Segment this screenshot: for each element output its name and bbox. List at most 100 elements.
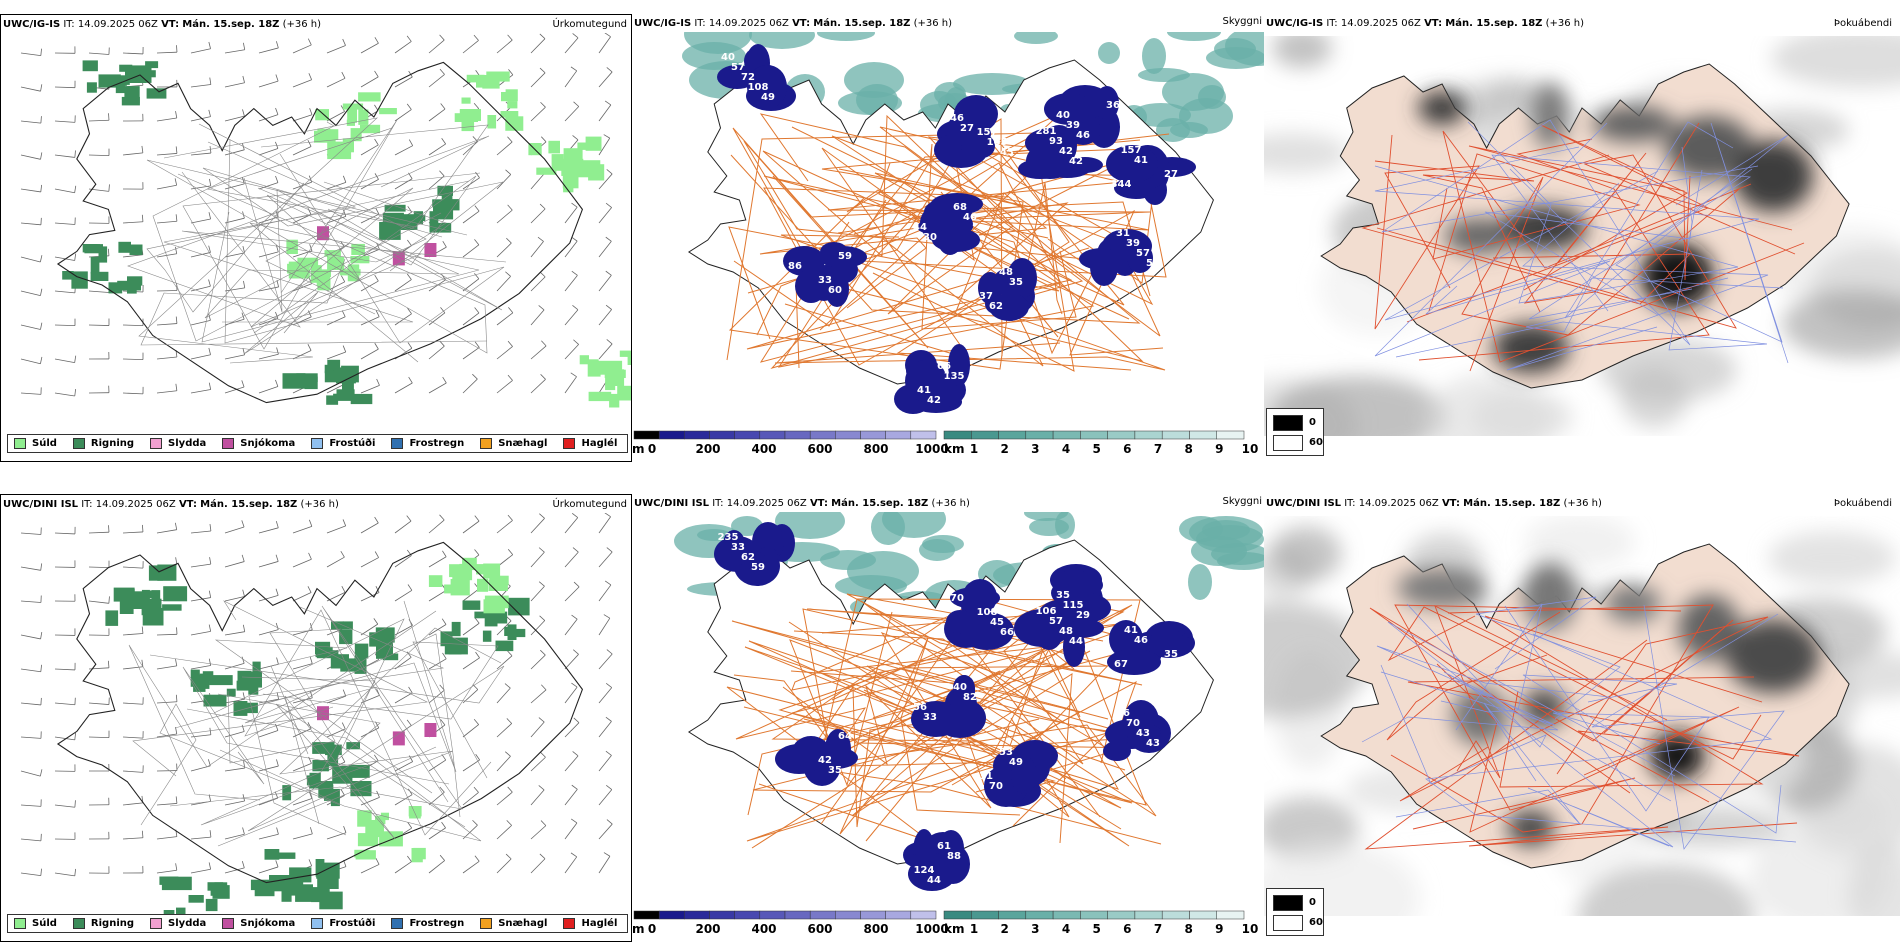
legend-swatch: [480, 438, 493, 449]
fog-indicator-map: [1264, 516, 1900, 916]
legend-item: Frostúði: [311, 918, 375, 929]
cloud-base-value: 35: [1009, 277, 1023, 288]
fog-legend-swatch: [1273, 915, 1303, 931]
colorbar-strips: [633, 430, 1245, 440]
legend-label: Snæhagl: [498, 438, 548, 449]
fog-legend-label: 0: [1309, 417, 1316, 428]
legend-swatch: [480, 918, 493, 929]
cloud-base-value: 48: [999, 267, 1013, 278]
cloud-base-value: 70: [1126, 718, 1140, 729]
colorbar-tick: 200: [695, 442, 721, 456]
legend-item: Slydda: [150, 438, 206, 449]
panel-title: Þokuábendi: [1833, 498, 1892, 509]
cloud-base-value: 49: [1009, 757, 1023, 768]
colorbar-tick: 9: [1215, 922, 1224, 936]
cloud-base-value: 106: [1036, 606, 1057, 617]
legend-label: Súld: [32, 438, 57, 449]
cloud-base-value: 344: [1111, 179, 1132, 190]
precip-panel-row2: UWC/DINI ISL IT: 14.09.2025 06Z VT: Mán.…: [0, 494, 632, 942]
legend-label: Súld: [32, 918, 57, 929]
colorbar-tick: 4: [1061, 442, 1071, 456]
legend-item: Snjókoma: [222, 438, 295, 449]
cloud-base-value: 49: [761, 92, 775, 103]
cloud-panel-row1: UWC/IG-IS IT: 14.09.2025 06Z VT: Mán. 15…: [632, 14, 1264, 462]
cloud-base-value: 35: [1056, 590, 1070, 601]
colorbar-tick: 10: [1241, 922, 1259, 936]
cloud-base-value: 31: [1116, 228, 1130, 239]
colorbar-tick: 400: [751, 442, 777, 456]
cloud-base-value: 40: [1056, 110, 1070, 121]
legend-label: Frostregn: [409, 438, 465, 449]
cloud-base-value: 40: [721, 52, 735, 63]
cloud-base-value: 157: [1121, 145, 1142, 156]
cloud-base-value: 61: [937, 841, 951, 852]
cloud-base-value: 42: [1069, 156, 1083, 167]
precip-legend: Súld Rigning Slydda Snjókoma Frostúði Frostre…: [7, 434, 629, 453]
cloud-colorbars: m 0 200 400 600 800 1000 km 1 2 3 4 5 6 7 8 9 10: [632, 430, 1264, 456]
colorbar-tick: 8: [1184, 442, 1193, 456]
cloud-base-value: 33: [731, 542, 745, 553]
legend-swatch: [14, 438, 26, 449]
cloud-colorbars: m 0 200 400 600 800 1000 km 1 2 3 4 5 6 7 8 9 10: [632, 910, 1264, 936]
legend-label: Haglél: [581, 918, 618, 929]
cloud-base-value: 43: [1000, 147, 1014, 158]
panel-title: Þokuábendi: [1833, 18, 1892, 29]
legend-label: Slydda: [168, 918, 207, 929]
panel-header: UWC/DINI ISL IT: 14.09.2025 06Z VT: Mán.…: [1266, 498, 1602, 509]
fog-indicator-map: [1264, 36, 1900, 436]
cloud-base-value: 31: [979, 771, 993, 782]
cloud-base-value: 27: [1164, 169, 1178, 180]
cloud-base-value: 86: [788, 261, 802, 272]
cloud-base-value: 46: [963, 212, 977, 223]
panel-header: UWC/DINI ISL IT: 14.09.2025 06Z VT: Mán.…: [3, 499, 339, 510]
cloud-base-value: 41: [1124, 625, 1138, 636]
colorbar-tick: 2: [1000, 442, 1009, 456]
cloud-base-value: 105: [987, 137, 1008, 148]
colorbar-tick: 7: [1153, 922, 1163, 936]
cloud-base-value: 70: [950, 593, 964, 604]
cloud-base-value: 46: [1076, 130, 1090, 141]
precip-legend: Súld Rigning Slydda Snjókoma Frostúði Frostre…: [7, 914, 629, 933]
panel-title: Úrkomutegund: [552, 19, 627, 30]
cloud-base-value: 36: [1106, 100, 1120, 111]
legend-label: Frostregn: [409, 918, 465, 929]
colorbar-tick: 1000: [915, 442, 949, 456]
legend-swatch: [150, 918, 163, 929]
legend-item: Haglél: [563, 438, 617, 449]
cloud-base-value: 43: [1146, 738, 1160, 749]
legend-swatch: [222, 438, 235, 449]
cloud-base-value: 53: [999, 747, 1013, 758]
legend-label: Rigning: [90, 438, 135, 449]
colorbar-tick: 600: [807, 442, 833, 456]
cloud-base-value: 30: [923, 232, 937, 243]
fog-legend-label: 60: [1309, 917, 1323, 928]
colorbar-unit: km: [944, 922, 965, 936]
legend-item: Frostregn: [391, 438, 464, 449]
cloud-base-value: 66: [937, 361, 951, 372]
cloud-base-value: 57: [731, 62, 745, 73]
fog-legend: 0 60: [1266, 408, 1324, 456]
cloud-base-value: 35: [1164, 649, 1178, 660]
legend-swatch: [14, 918, 26, 929]
fog-legend-swatch: [1273, 895, 1303, 911]
legend-swatch: [150, 438, 163, 449]
fog-panel-row1: UWC/IG-IS IT: 14.09.2025 06Z VT: Mán. 15…: [1264, 14, 1900, 462]
cloud-base-value: 62: [989, 301, 1003, 312]
cloud-base-value: 115: [1063, 600, 1084, 611]
colorbar-tick: 2: [1000, 922, 1009, 936]
legend-swatch: [72, 438, 85, 449]
fog-legend-label: 60: [1309, 437, 1323, 448]
cloud-base-value: 108: [748, 82, 769, 93]
cloud-base-value: 44: [927, 875, 941, 886]
colorbar-tick: 5: [1092, 922, 1101, 936]
cloud-base-value: 40: [953, 682, 967, 693]
cloud-base-value: 46: [950, 113, 964, 124]
cloud-base-value: 43: [1136, 728, 1150, 739]
colorbar-tick: 1000: [915, 922, 949, 936]
colorbar-tick: 6: [1123, 922, 1132, 936]
legend-label: Snjókoma: [240, 918, 296, 929]
cloud-base-value: 41: [917, 385, 931, 396]
colorbar-tick: 600: [807, 922, 833, 936]
legend-item: Haglél: [563, 918, 617, 929]
cloud-base-value: 45: [990, 617, 1004, 628]
